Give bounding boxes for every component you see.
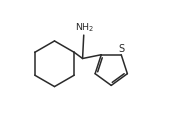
- Text: NH$_2$: NH$_2$: [75, 22, 95, 34]
- Text: S: S: [119, 44, 125, 54]
